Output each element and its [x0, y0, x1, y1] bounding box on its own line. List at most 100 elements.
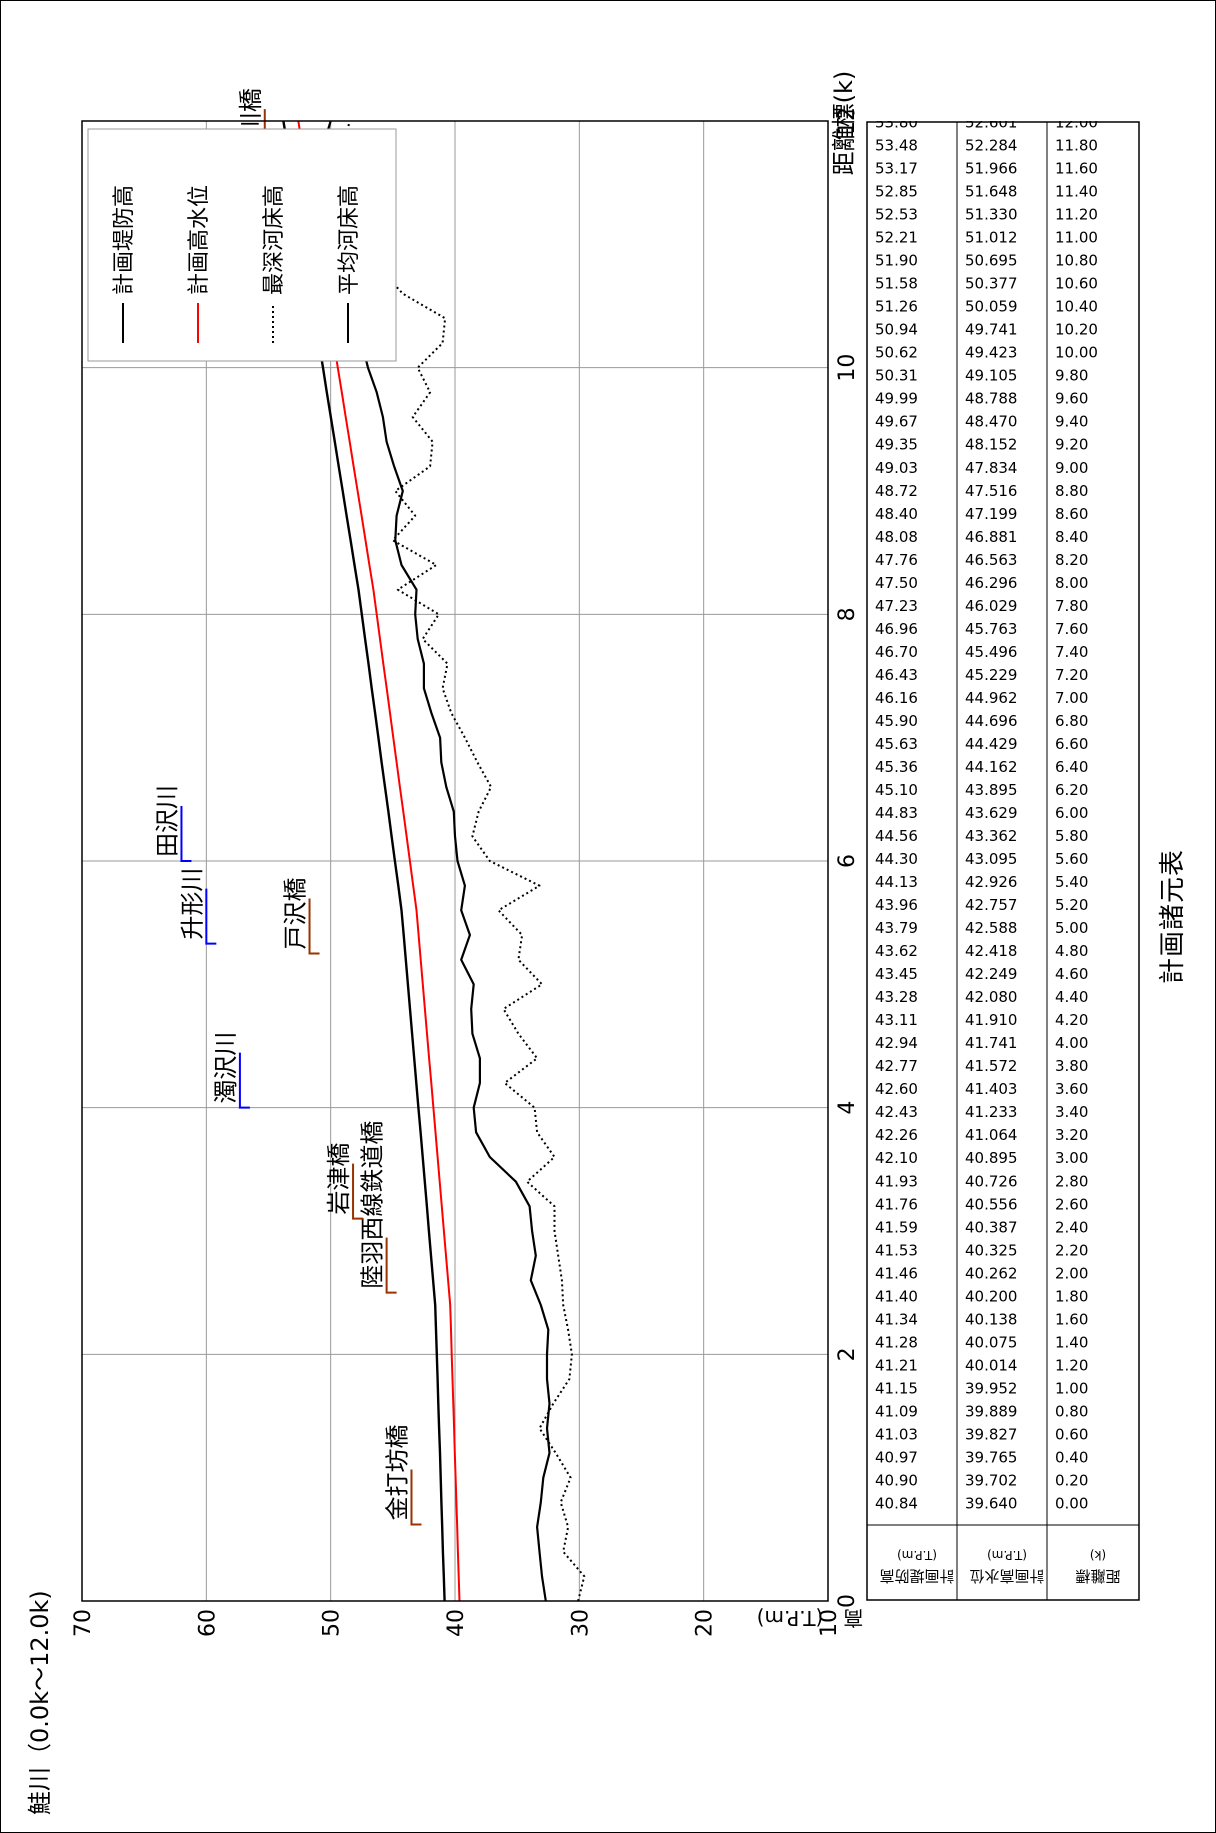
table-cell: 47.516: [965, 482, 1018, 500]
table-cell: 43.62: [875, 942, 918, 960]
table-cell: 41.21: [875, 1356, 918, 1374]
table-cell: 10.20: [1055, 321, 1098, 339]
table-cell: 45.63: [875, 735, 918, 753]
x-tick-label: 6: [835, 854, 860, 868]
table-cell: 49.35: [875, 436, 918, 454]
table-row-label: 計画高水位: [969, 1567, 1044, 1585]
x-tick-label: 12: [835, 107, 860, 135]
table-cell: 50.377: [965, 275, 1018, 293]
table-cell: 6.40: [1055, 758, 1088, 776]
table-cell: 4.40: [1055, 988, 1088, 1006]
table-cell: 45.763: [965, 620, 1018, 638]
table-caption: 計画諸元表: [1158, 849, 1188, 985]
table-cell: 4.60: [1055, 965, 1088, 983]
table-cell: 49.423: [965, 344, 1018, 362]
table-cell: 3.60: [1055, 1080, 1088, 1098]
table-cell: 2.40: [1055, 1218, 1088, 1236]
legend-box: [87, 128, 397, 362]
table-row-unit: (k): [1090, 1548, 1106, 1562]
table-cell: 48.152: [965, 436, 1018, 454]
table-cell: 53.17: [875, 160, 918, 178]
bridge-2-label: 岩津橋: [325, 1143, 353, 1215]
table-row-label: 計画堤防高: [879, 1567, 954, 1585]
table-cell: 44.696: [965, 712, 1018, 730]
table-cell: 40.895: [965, 1149, 1018, 1167]
table-cell: 51.58: [875, 275, 918, 293]
table-cell: 6.80: [1055, 712, 1088, 730]
tributary-2-label: 田沢川: [153, 785, 181, 857]
table-cell: 39.952: [965, 1379, 1018, 1397]
table-cell: 43.11: [875, 1011, 918, 1029]
table-cell: 1.80: [1055, 1287, 1088, 1305]
table-cell: 40.262: [965, 1264, 1018, 1282]
table-cell: 52.53: [875, 206, 918, 224]
table-cell: 9.40: [1055, 413, 1088, 431]
table-cell: 44.429: [965, 735, 1018, 753]
y-tick-label: 70: [71, 1609, 96, 1637]
table-cell: 46.96: [875, 620, 918, 638]
table-cell: 40.325: [965, 1241, 1018, 1259]
table-cell: 41.40: [875, 1287, 918, 1305]
table-cell: 49.105: [965, 367, 1018, 385]
bridge-0-label: 金打坊橋: [383, 1425, 411, 1521]
bridge-3-label: 戸沢橋: [282, 878, 310, 950]
table-cell: 7.20: [1055, 666, 1088, 684]
table-cell: 47.199: [965, 505, 1018, 523]
table-cell: 46.70: [875, 643, 918, 661]
table-cell: 49.99: [875, 390, 918, 408]
table-cell: 46.296: [965, 574, 1018, 592]
table-cell: 2.00: [1055, 1264, 1088, 1282]
table-cell: 9.00: [1055, 459, 1088, 477]
table-cell: 49.03: [875, 459, 918, 477]
table-cell: 47.23: [875, 597, 918, 615]
table-cell: 2.80: [1055, 1172, 1088, 1190]
table-cell: 40.075: [965, 1333, 1018, 1351]
y-tick-label: 30: [568, 1609, 593, 1637]
table-cell: 11.80: [1055, 137, 1098, 155]
table-cell: 11.00: [1055, 229, 1098, 247]
table-cell: 43.629: [965, 804, 1018, 822]
table-cell: 42.249: [965, 965, 1018, 983]
table-row-unit: (T.P.m): [987, 1548, 1027, 1562]
table-cell: 42.926: [965, 873, 1018, 891]
table-cell: 7.00: [1055, 689, 1088, 707]
table-cell: 41.76: [875, 1195, 918, 1213]
table-cell: 9.80: [1055, 367, 1088, 385]
table-cell: 0.40: [1055, 1448, 1088, 1466]
table-cell: 48.788: [965, 390, 1018, 408]
table-cell: 40.014: [965, 1356, 1018, 1374]
table-cell: 5.20: [1055, 896, 1088, 914]
table-cell: 5.60: [1055, 850, 1088, 868]
table-cell: 7.80: [1055, 597, 1088, 615]
table-cell: 7.40: [1055, 643, 1088, 661]
table-cell: 42.60: [875, 1080, 918, 1098]
table-cell: 1.40: [1055, 1333, 1088, 1351]
table-cell: 9.20: [1055, 436, 1088, 454]
table-cell: 42.26: [875, 1126, 918, 1144]
legend-label-average: 平均河床高: [337, 185, 362, 295]
table-cell: 44.56: [875, 827, 918, 845]
table-cell: 0.20: [1055, 1471, 1088, 1489]
table-cell: 47.50: [875, 574, 918, 592]
table-cell: 40.97: [875, 1448, 918, 1466]
table-cell: 50.62: [875, 344, 918, 362]
table-cell: 8.80: [1055, 482, 1088, 500]
table-cell: 43.96: [875, 896, 918, 914]
table-cell: 50.059: [965, 298, 1018, 316]
table-cell: 41.28: [875, 1333, 918, 1351]
plot-border: [81, 120, 829, 1602]
bridge-0-marker: [410, 1469, 422, 1526]
table-cell: 40.556: [965, 1195, 1018, 1213]
table-cell: 46.881: [965, 528, 1018, 546]
table-cell: 49.67: [875, 413, 918, 431]
table-cell: 41.46: [875, 1264, 918, 1282]
table-cell: 52.284: [965, 137, 1018, 155]
legend: 計画堤防高 計画高水位 最深河床高 平均河床高: [87, 128, 397, 362]
table-cell: 44.13: [875, 873, 918, 891]
table-cell: 41.910: [965, 1011, 1018, 1029]
table-cell: 8.40: [1055, 528, 1088, 546]
table-cell: 5.80: [1055, 827, 1088, 845]
table-cell: 40.84: [875, 1494, 918, 1512]
